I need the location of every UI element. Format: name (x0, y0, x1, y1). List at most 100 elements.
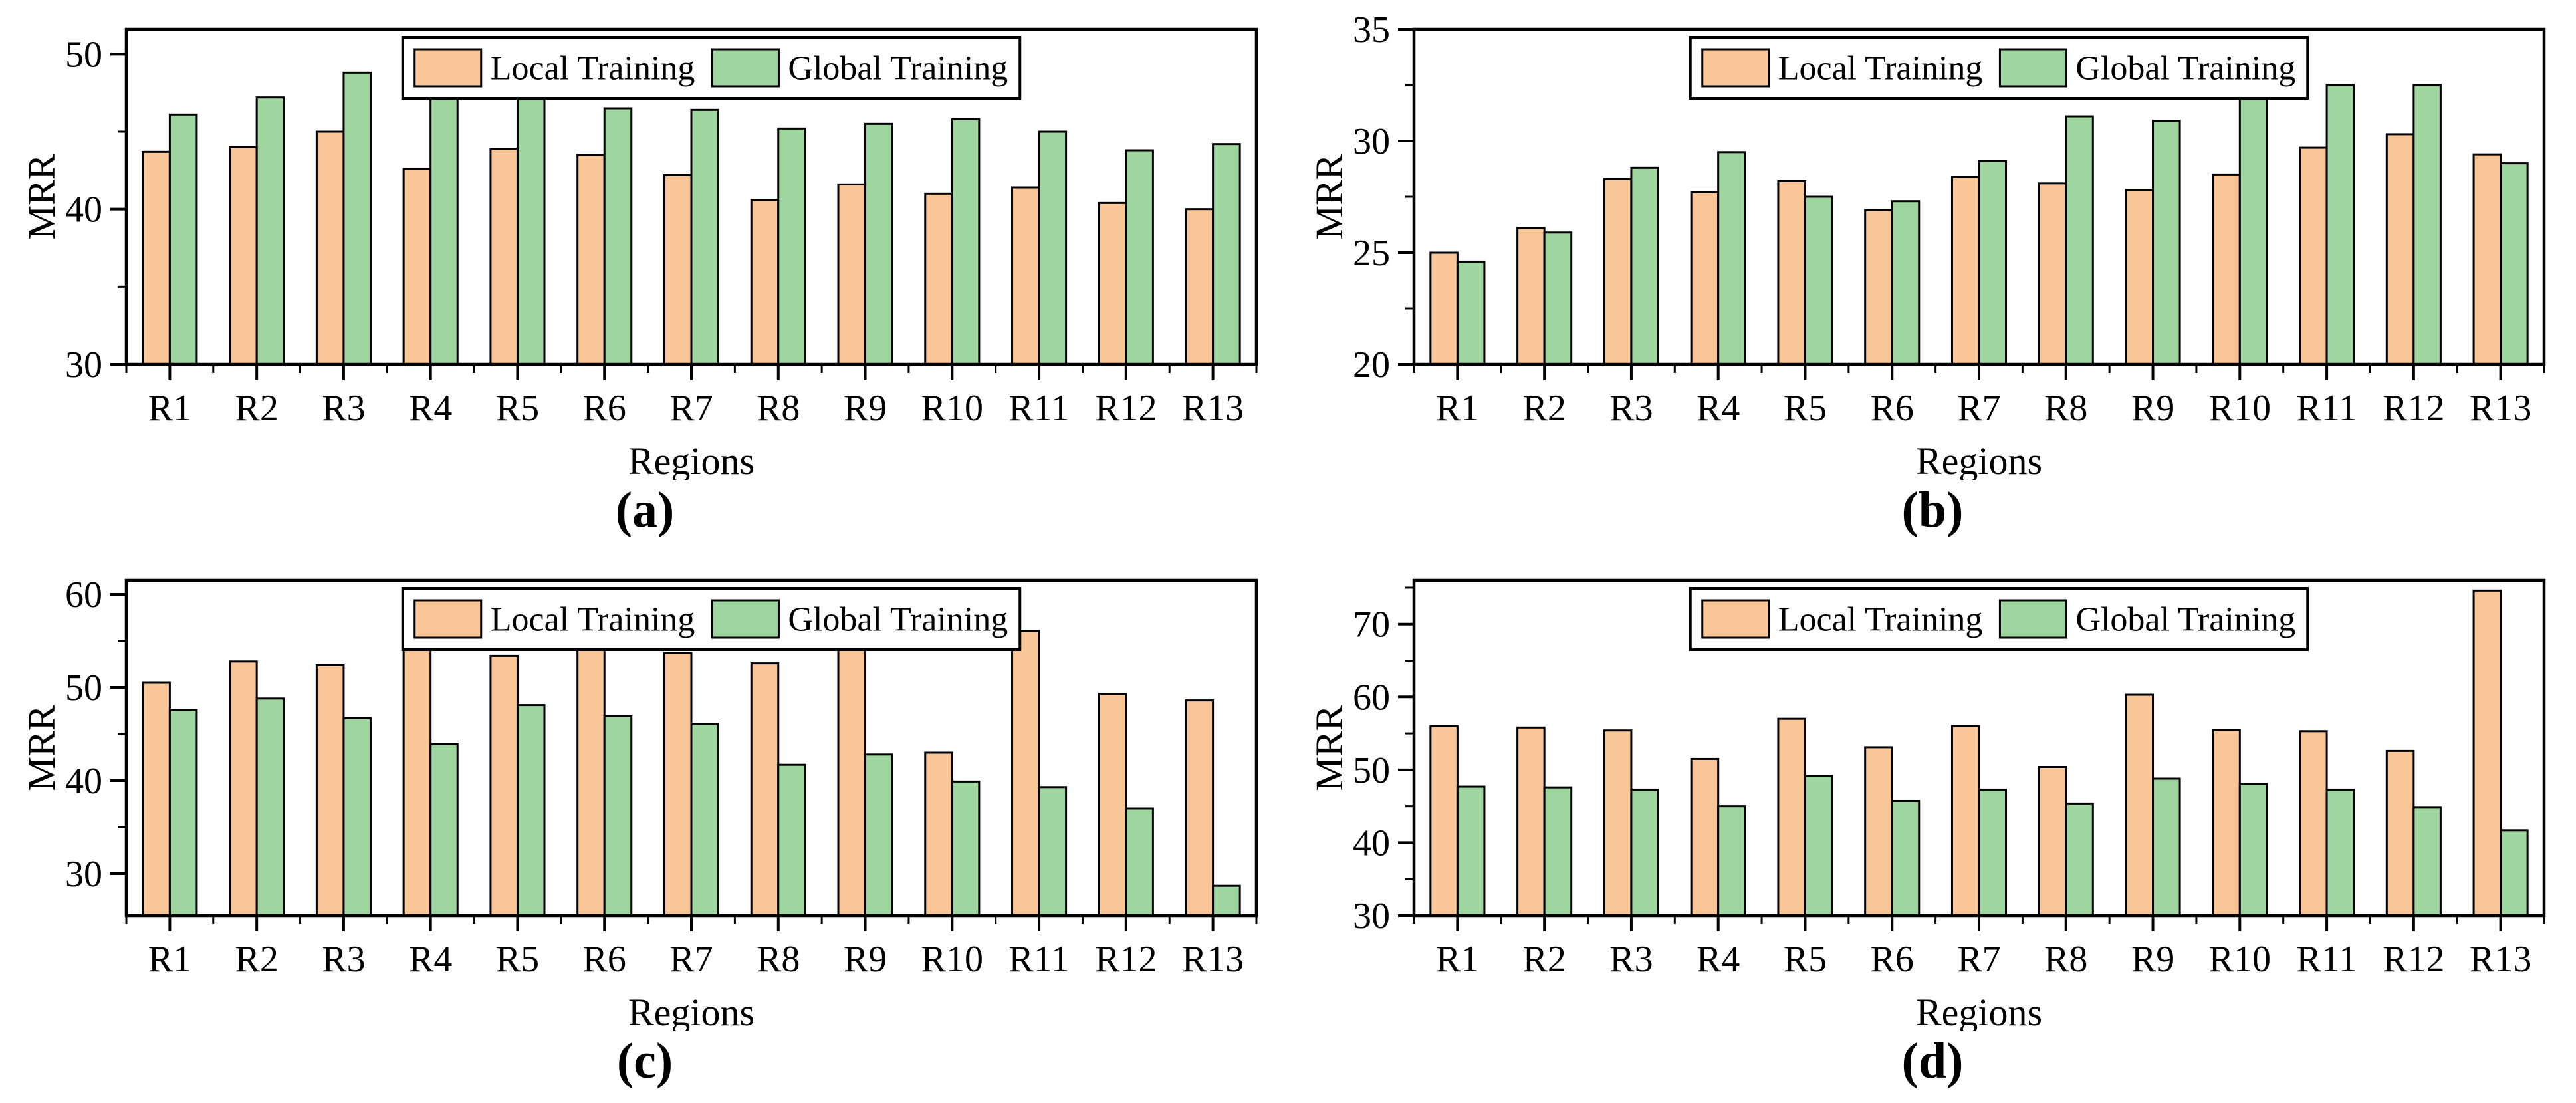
bar-global-R8 (2065, 115, 2094, 366)
x-tick-label: R13 (2470, 388, 2531, 429)
y-tick-label: 25 (1353, 233, 1390, 274)
caption-c: (c) (616, 1033, 673, 1089)
bar-local-R7 (663, 652, 693, 917)
x-tick-label: R10 (921, 388, 983, 429)
bar-global-R10 (951, 780, 981, 917)
chart-a: 30 40 50 R1 R2 R3 R4 R5 R6 R7 R8 R9 R10 R11 R12 R13 MRR R… (20, 11, 1270, 480)
bar-local-R9 (2125, 693, 2155, 917)
x-tick-label: R3 (1609, 939, 1653, 980)
bar-global-R6 (1891, 800, 1921, 917)
x-tick-label: R8 (2044, 388, 2087, 429)
bar-global-R5 (516, 94, 546, 366)
x-tick-label: R3 (322, 388, 365, 429)
x-tick-label: R13 (1182, 388, 1244, 429)
x-tick-label: R7 (1957, 388, 2000, 429)
bar-global-R9 (2152, 120, 2181, 366)
bar-local-R4 (1690, 191, 1720, 366)
bar-global-R13 (2500, 829, 2529, 917)
x-tick-label: R13 (1182, 939, 1244, 980)
x-tick-label: R7 (669, 388, 713, 429)
x-tick-label: R7 (1957, 939, 2000, 980)
bar-global-R5 (516, 704, 546, 917)
legend-swatch-global (711, 48, 780, 88)
y-tick-label: 50 (65, 34, 102, 75)
bar-global-R2 (1543, 231, 1573, 366)
bar-local-R12 (2385, 133, 2415, 366)
bar-local-R2 (229, 660, 258, 917)
x-tick-label: R4 (409, 939, 452, 980)
bar-global-R4 (1717, 151, 1746, 366)
y-tick-label: 50 (1353, 750, 1390, 791)
legend: Local Training Global Training (401, 587, 1022, 651)
bar-global-R3 (1630, 788, 1659, 917)
bar-global-R4 (429, 743, 459, 917)
bar-local-R6 (576, 638, 606, 917)
bar-local-R11 (1011, 186, 1040, 366)
bar-local-R11 (2299, 730, 2328, 917)
x-tick-label: R5 (1784, 388, 1827, 429)
bar-local-R4 (402, 639, 432, 917)
bar-local-R10 (924, 192, 953, 366)
legend-label: Global Training (788, 601, 1008, 639)
bar-global-R1 (1456, 785, 1486, 917)
bar-local-R11 (2299, 146, 2328, 366)
legend-label: Global Training (2075, 50, 2295, 88)
bar-global-R3 (342, 717, 372, 917)
x-tick-label: R4 (1697, 939, 1740, 980)
bar-global-R3 (342, 71, 372, 366)
bar-global-R2 (1543, 786, 1573, 917)
bar-global-R5 (1804, 775, 1833, 917)
bar-local-R3 (1603, 729, 1633, 917)
bar-local-R2 (1516, 726, 1546, 917)
bar-local-R10 (924, 751, 953, 917)
x-tick-label: R11 (1008, 939, 1069, 980)
x-tick-label: R8 (757, 388, 800, 429)
bar-global-R13 (1212, 884, 1241, 917)
bar-local-R7 (663, 174, 693, 366)
x-tick-label: R1 (1436, 939, 1479, 980)
legend-swatch-global (1998, 48, 2067, 88)
x-tick-label: R9 (844, 939, 887, 980)
x-tick-label: R6 (1871, 388, 1914, 429)
bar-global-R3 (1630, 166, 1659, 366)
x-tick-label: R12 (2383, 388, 2444, 429)
bar-global-R7 (1978, 160, 2008, 366)
bar-local-R12 (2385, 749, 2415, 917)
panel-a: 30 40 50 R1 R2 R3 R4 R5 R6 R7 R8 R9 R10 R11 R12 R13 MRR R… (0, 0, 1288, 551)
caption-a: (a) (615, 482, 675, 538)
legend-label: Local Training (491, 601, 695, 639)
x-tick-label: R10 (2209, 388, 2271, 429)
x-tick-label: R6 (583, 939, 626, 980)
x-tick-label: R9 (844, 388, 887, 429)
x-axis-label: Regions (628, 991, 755, 1031)
bar-global-R13 (2500, 162, 2529, 366)
y-tick-label: 20 (1353, 344, 1390, 386)
y-axis-label: MRR (20, 705, 63, 791)
x-tick-label: R10 (921, 939, 983, 980)
x-tick-label: R4 (409, 388, 452, 429)
bar-global-R2 (255, 697, 285, 917)
bar-local-R1 (142, 150, 171, 366)
bar-local-R10 (2212, 173, 2241, 366)
caption-d: (d) (1901, 1033, 1964, 1089)
bar-local-R5 (1777, 180, 1806, 366)
legend-swatch-local (1701, 599, 1770, 639)
bar-global-R13 (1212, 143, 1241, 366)
bar-local-R1 (1429, 251, 1459, 366)
x-tick-label: R8 (2044, 939, 2087, 980)
bar-local-R1 (142, 681, 171, 917)
bar-local-R11 (1011, 630, 1040, 917)
bar-local-R8 (750, 662, 780, 917)
bar-local-R12 (1098, 201, 1127, 366)
bar-local-R5 (489, 654, 519, 917)
x-tick-label: R3 (1609, 388, 1653, 429)
legend-label: Global Training (2075, 601, 2295, 639)
bar-local-R10 (2212, 729, 2241, 917)
legend-swatch-global (1998, 599, 2067, 639)
bar-local-R5 (489, 148, 519, 366)
caption-b: (b) (1901, 482, 1964, 538)
legend-label: Global Training (788, 50, 1008, 88)
x-tick-label: R6 (1871, 939, 1914, 980)
x-tick-label: R12 (2383, 939, 2444, 980)
